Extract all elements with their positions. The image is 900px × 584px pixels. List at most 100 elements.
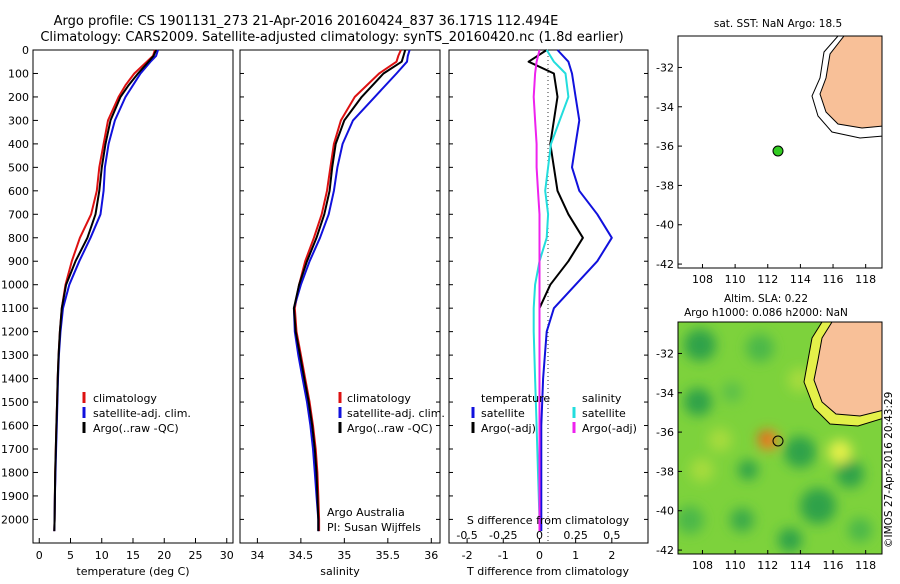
depth-tick-label: 1000 [1,279,29,292]
depth-tick-label: 1500 [1,396,29,409]
salinity-panel: 34 34.5 35 35.5 36 salinity climatology sate… [239,49,445,578]
depth-tick-label: 900 [8,255,29,268]
map-y-tick-label: -40 [656,219,674,232]
map-x-tick-label: 108 [692,273,713,286]
x-tick-label: 36 [424,549,438,562]
map-y-tick-label: -34 [656,101,674,114]
header-line-2: Climatology: CARS2009. Satellite-adjuste… [40,30,623,45]
depth-tick-label: 500 [8,161,29,174]
difference-legend: temperature salinity satellite Argo(-adj… [471,392,637,435]
salinity-x-label: salinity [320,565,360,578]
credits-line-1: Argo Australia [327,506,405,519]
t-difference-label: T difference from climatology [466,565,629,578]
x-tick-label: 5 [67,549,74,562]
depth-tick-label: 1200 [1,326,29,339]
depth-tick-label: 800 [8,232,29,245]
legend-salinity-title: salinity [582,392,622,405]
x-top-tick-label: -0.25 [489,529,517,542]
sla-map-title-1: Altim. SLA: 0.22 [724,293,808,305]
depth-tick-label: 1400 [1,373,29,386]
series-salinity-satellite-line [532,49,570,532]
s-difference-label: S difference from climatology [467,514,630,527]
x-tick-label: 34 [250,549,264,562]
depth-tick-label: 200 [8,91,29,104]
x-tick-label: 2 [608,549,615,562]
sla-field-blob [730,508,754,532]
depth-tick-label: 1900 [1,490,29,503]
legend-temp-satellite-label: satellite [481,407,525,420]
depth-tick-label: 300 [8,114,29,127]
sla-field-blob [684,329,716,361]
legend-temperature-title: temperature [481,392,550,405]
x-tick-label: 10 [95,549,109,562]
legend-argo-label: Argo(..raw -QC) [347,422,433,435]
depth-tick-label: 1600 [1,420,29,433]
x-tick-label: 15 [126,549,140,562]
x-top-tick-label: 0.25 [563,529,588,542]
depth-tick-label: 1100 [1,302,29,315]
series-satellite-adj-clim-line [292,49,411,532]
map-y-tick-label: -40 [656,505,674,518]
x-tick-label: 0 [536,549,543,562]
legend-sal-argo-label: Argo(-adj) [582,422,637,435]
sla-field-blob [746,334,774,362]
difference-panel: temperature salinity satellite Argo(-adj… [448,49,649,578]
sla-map: Altim. SLA: 0.22 Argo h1000: 0.086 h2000… [656,293,883,572]
x-top-tick-label: 0.5 [603,529,621,542]
legend-satellite-label: satellite-adj. clim. [93,407,191,420]
sst-map: sat. SST: NaN Argo: 18.5 108 110 112 114 116… [656,18,883,286]
x-top-tick-label: -0.5 [456,529,477,542]
sst-map-coast-contour [811,36,882,139]
map-y-tick-label: -36 [656,426,674,439]
map-y-tick-label: -42 [656,258,674,271]
depth-tick-label: 0 [22,44,29,57]
map-y-tick-label: -34 [656,387,674,400]
map-y-tick-label: -32 [656,347,674,360]
sla-map-title-2: Argo h1000: 0.086 h2000: NaN [684,307,848,319]
depth-tick-label: 1700 [1,443,29,456]
series-temperature-satellite-line [540,49,613,532]
legend-climatology-label: climatology [93,392,157,405]
sla-field-blob [708,428,732,452]
x-top-tick-label: 0 [536,529,543,542]
depth-tick-label: 600 [8,185,29,198]
sla-map-land [813,322,882,417]
legend-climatology-label: climatology [347,392,411,405]
depth-tick-label: 1300 [1,349,29,362]
map-y-tick-label: -38 [656,179,674,192]
temperature-legend: climatology satellite-adj. clim. Argo(..… [82,392,191,435]
temperature-x-label: temperature (deg C) [76,565,189,578]
credits-line-2: PI: Susan Wijffels [327,521,421,534]
sla-field-blob [738,460,758,480]
x-tick-label: 1 [572,549,579,562]
legend-sal-satellite-label: satellite [582,407,626,420]
sla-field-blob [759,432,769,442]
salinity-legend: climatology satellite-adj. clim. Argo(..… [338,392,445,435]
sla-field-blob [800,488,836,524]
sla-map-frame [677,321,883,555]
map-x-tick-label: 116 [823,273,844,286]
series-argo-raw-qc-line [292,49,407,532]
depth-tick-label: 400 [8,138,29,151]
map-x-tick-label: 112 [757,559,778,572]
x-tick-label: 25 [189,549,203,562]
imos-watermark: ©IMOS 27-Apr-2016 20:43:29 [883,392,895,548]
x-tick-label: 0 [36,549,43,562]
sst-map-frame [677,35,883,269]
header-line-1: Argo profile: CS 1901131_273 21-Apr-2016… [54,14,559,29]
map-x-tick-label: 114 [790,559,811,572]
map-x-tick-label: 118 [855,273,876,286]
x-tick-label: 20 [157,549,171,562]
x-tick-label: 30 [220,549,234,562]
sla-field-blob [722,382,742,402]
map-x-tick-label: 116 [823,559,844,572]
sla-field-blob [836,460,864,488]
series-argo-raw-qc-line [53,49,158,532]
map-x-tick-label: 112 [757,273,778,286]
sst-map-land [819,36,882,129]
map-y-tick-label: -42 [656,544,674,557]
depth-tick-label: 100 [8,67,29,80]
x-tick-label: 34.5 [289,549,314,562]
sla-field-blob [784,436,816,468]
map-x-tick-label: 118 [855,559,876,572]
